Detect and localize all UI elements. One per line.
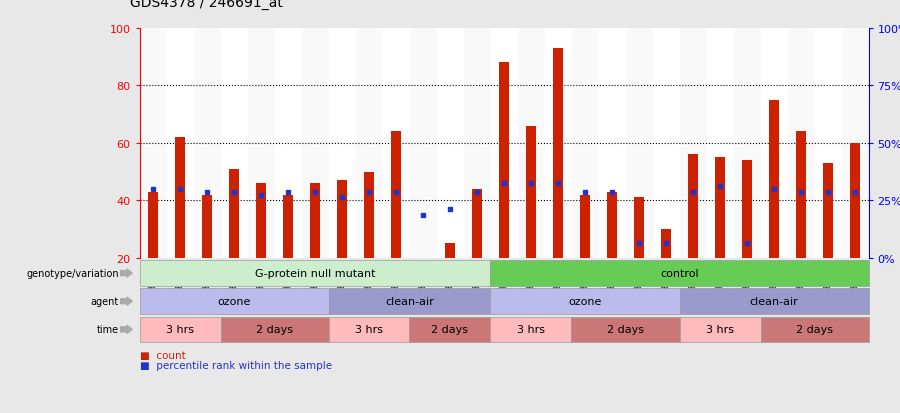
Bar bbox=[302, 29, 328, 258]
Bar bbox=[688, 155, 698, 258]
Bar bbox=[788, 29, 814, 258]
Bar bbox=[842, 29, 868, 258]
Bar bbox=[500, 63, 508, 258]
Text: 2 days: 2 days bbox=[607, 325, 644, 335]
Text: agent: agent bbox=[91, 297, 119, 306]
Bar bbox=[176, 138, 184, 258]
Bar bbox=[742, 161, 752, 258]
Bar bbox=[284, 195, 292, 258]
Text: ■  count: ■ count bbox=[140, 350, 185, 360]
Text: 2 days: 2 days bbox=[431, 325, 469, 335]
Bar bbox=[716, 158, 724, 258]
Bar bbox=[626, 29, 652, 258]
Text: G-protein null mutant: G-protein null mutant bbox=[255, 268, 375, 278]
Text: ■  percentile rank within the sample: ■ percentile rank within the sample bbox=[140, 360, 331, 370]
Bar bbox=[850, 143, 860, 258]
Bar bbox=[464, 29, 490, 258]
Bar bbox=[824, 164, 832, 258]
Bar bbox=[680, 29, 706, 258]
Text: GDS4378 / 246691_at: GDS4378 / 246691_at bbox=[130, 0, 284, 10]
Bar bbox=[364, 172, 373, 258]
Bar bbox=[526, 126, 536, 258]
Bar bbox=[634, 198, 644, 258]
Bar bbox=[796, 132, 806, 258]
Bar bbox=[446, 244, 454, 258]
Bar bbox=[580, 195, 590, 258]
Bar bbox=[202, 195, 211, 258]
Text: 3 hrs: 3 hrs bbox=[517, 325, 545, 335]
Bar bbox=[734, 29, 760, 258]
Bar bbox=[140, 29, 166, 258]
Bar bbox=[472, 189, 482, 258]
Bar bbox=[248, 29, 274, 258]
Bar bbox=[410, 29, 436, 258]
Bar bbox=[356, 29, 382, 258]
Bar bbox=[256, 184, 266, 258]
Text: ozone: ozone bbox=[568, 297, 602, 306]
Bar bbox=[392, 132, 400, 258]
Text: 3 hrs: 3 hrs bbox=[355, 325, 383, 335]
Bar bbox=[194, 29, 220, 258]
Bar bbox=[770, 100, 778, 258]
Text: 3 hrs: 3 hrs bbox=[706, 325, 734, 335]
Text: clean-air: clean-air bbox=[385, 297, 434, 306]
Bar bbox=[572, 29, 598, 258]
Text: 2 days: 2 days bbox=[256, 325, 293, 335]
Bar bbox=[662, 230, 670, 258]
Text: ozone: ozone bbox=[217, 297, 251, 306]
Text: time: time bbox=[96, 325, 119, 335]
Bar bbox=[148, 192, 157, 258]
Bar bbox=[518, 29, 544, 258]
Bar bbox=[338, 181, 346, 258]
Text: 2 days: 2 days bbox=[796, 325, 833, 335]
Text: control: control bbox=[661, 268, 698, 278]
Text: clean-air: clean-air bbox=[750, 297, 798, 306]
Bar bbox=[230, 169, 238, 258]
Bar bbox=[310, 184, 320, 258]
Text: genotype/variation: genotype/variation bbox=[26, 268, 119, 278]
Text: 3 hrs: 3 hrs bbox=[166, 325, 194, 335]
Bar bbox=[608, 192, 616, 258]
Bar bbox=[554, 49, 562, 258]
